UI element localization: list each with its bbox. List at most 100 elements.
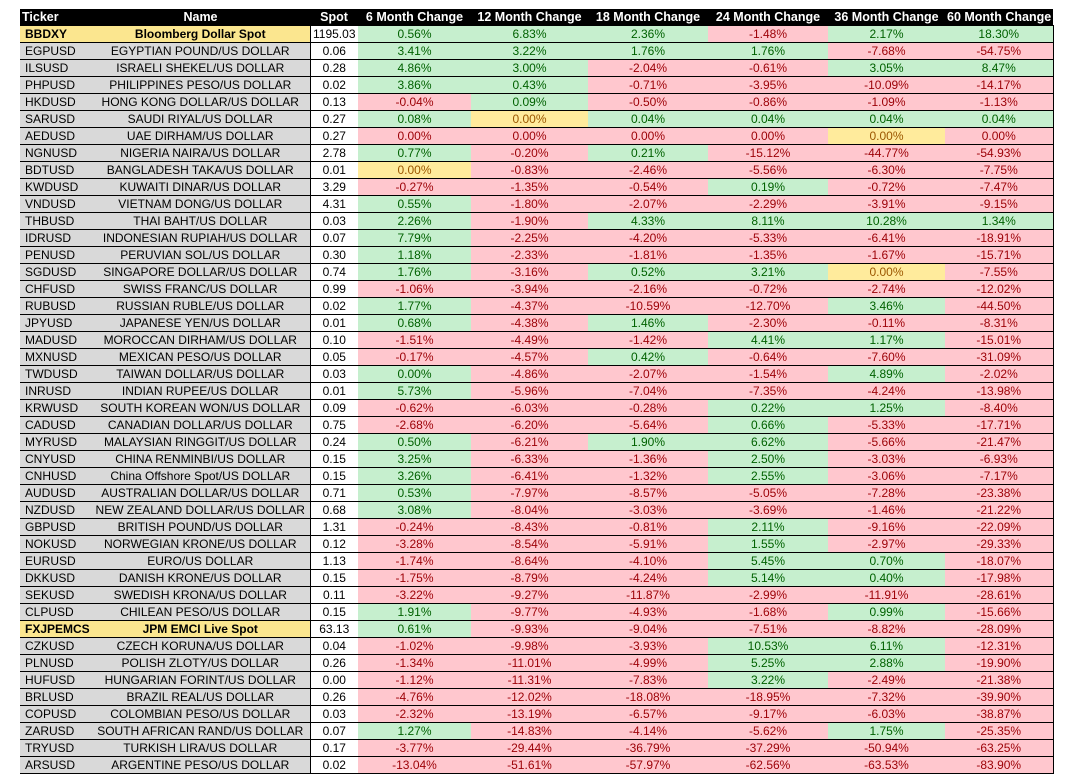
change-60-month-cell[interactable]: -7.47% bbox=[945, 178, 1054, 196]
change-18-month-cell[interactable]: -9.04% bbox=[588, 620, 708, 638]
ticker-cell[interactable]: MADUSD bbox=[20, 331, 91, 349]
change-36-month-cell[interactable]: 0.00% bbox=[828, 127, 945, 145]
change-6-month-cell[interactable]: -3.77% bbox=[358, 739, 471, 757]
header-60-month-change[interactable]: 60 Month Change bbox=[945, 9, 1053, 26]
name-cell[interactable]: TAIWAN DOLLAR/US DOLLAR bbox=[91, 365, 310, 383]
name-cell[interactable]: EGYPTIAN POUND/US DOLLAR bbox=[91, 42, 310, 60]
change-24-month-cell[interactable]: -2.29% bbox=[708, 195, 828, 213]
ticker-cell[interactable]: HUFUSD bbox=[20, 671, 91, 689]
ticker-cell[interactable]: AEDUSD bbox=[20, 127, 91, 145]
change-24-month-cell[interactable]: 3.21% bbox=[708, 263, 828, 281]
change-60-month-cell[interactable]: -29.33% bbox=[945, 535, 1054, 553]
change-18-month-cell[interactable]: -7.04% bbox=[588, 382, 708, 400]
change-6-month-cell[interactable]: -0.62% bbox=[358, 399, 471, 417]
change-60-month-cell[interactable]: -28.09% bbox=[945, 620, 1054, 638]
change-60-month-cell[interactable]: -23.38% bbox=[945, 484, 1054, 502]
change-60-month-cell[interactable]: -6.93% bbox=[945, 450, 1054, 468]
change-24-month-cell[interactable]: 0.19% bbox=[708, 178, 828, 196]
change-18-month-cell[interactable]: -36.79% bbox=[588, 739, 708, 757]
change-60-month-cell[interactable]: -7.55% bbox=[945, 263, 1054, 281]
change-60-month-cell[interactable]: -9.15% bbox=[945, 195, 1054, 213]
change-36-month-cell[interactable]: 0.04% bbox=[828, 110, 945, 128]
change-18-month-cell[interactable]: -2.04% bbox=[588, 59, 708, 77]
ticker-cell[interactable]: KWDUSD bbox=[20, 178, 91, 196]
change-24-month-cell[interactable]: -1.54% bbox=[708, 365, 828, 383]
change-24-month-cell[interactable]: -1.35% bbox=[708, 246, 828, 264]
change-18-month-cell[interactable]: -4.93% bbox=[588, 603, 708, 621]
change-24-month-cell[interactable]: -7.35% bbox=[708, 382, 828, 400]
change-36-month-cell[interactable]: -6.30% bbox=[828, 161, 945, 179]
change-36-month-cell[interactable]: 3.05% bbox=[828, 59, 945, 77]
change-6-month-cell[interactable]: 3.86% bbox=[358, 76, 471, 94]
ticker-cell[interactable]: PLNUSD bbox=[20, 654, 91, 672]
ticker-cell[interactable]: MXNUSD bbox=[20, 348, 91, 366]
change-24-month-cell[interactable]: -1.48% bbox=[708, 25, 828, 43]
change-6-month-cell[interactable]: -0.27% bbox=[358, 178, 471, 196]
ticker-cell[interactable]: ZARUSD bbox=[20, 722, 91, 740]
change-24-month-cell[interactable]: 4.41% bbox=[708, 331, 828, 349]
change-18-month-cell[interactable]: -1.32% bbox=[588, 467, 708, 485]
change-36-month-cell[interactable]: -3.06% bbox=[828, 467, 945, 485]
spot-cell[interactable]: 0.01 bbox=[309, 382, 358, 400]
change-6-month-cell[interactable]: -2.68% bbox=[358, 416, 471, 434]
change-36-month-cell[interactable]: -5.33% bbox=[828, 416, 945, 434]
spot-cell[interactable]: 0.03 bbox=[309, 212, 358, 230]
change-18-month-cell[interactable]: -4.24% bbox=[588, 569, 708, 587]
change-36-month-cell[interactable]: -7.32% bbox=[828, 688, 945, 706]
name-cell[interactable]: UAE DIRHAM/US DOLLAR bbox=[91, 127, 310, 145]
change-36-month-cell[interactable]: -1.09% bbox=[828, 93, 945, 111]
change-6-month-cell[interactable]: -1.75% bbox=[358, 569, 471, 587]
ticker-cell[interactable]: PENUSD bbox=[20, 246, 91, 264]
change-6-month-cell[interactable]: 0.00% bbox=[358, 127, 471, 145]
change-6-month-cell[interactable]: -13.04% bbox=[358, 756, 471, 774]
name-cell[interactable]: BRAZIL REAL/US DOLLAR bbox=[91, 688, 310, 706]
name-cell[interactable]: PHILIPPINES PESO/US DOLLAR bbox=[91, 76, 310, 94]
ticker-cell[interactable]: TRYUSD bbox=[20, 739, 91, 757]
change-24-month-cell[interactable]: -5.56% bbox=[708, 161, 828, 179]
ticker-cell[interactable]: EGPUSD bbox=[20, 42, 91, 60]
ticker-cell[interactable]: MYRUSD bbox=[20, 433, 91, 451]
spot-cell[interactable]: 0.75 bbox=[309, 416, 358, 434]
change-18-month-cell[interactable]: -3.93% bbox=[588, 637, 708, 655]
header-spot[interactable]: Spot bbox=[310, 9, 358, 26]
spot-cell[interactable]: 0.15 bbox=[309, 450, 358, 468]
change-18-month-cell[interactable]: -5.64% bbox=[588, 416, 708, 434]
change-12-month-cell[interactable]: -2.33% bbox=[471, 246, 588, 264]
change-24-month-cell[interactable]: 5.14% bbox=[708, 569, 828, 587]
change-18-month-cell[interactable]: -1.36% bbox=[588, 450, 708, 468]
ticker-cell[interactable]: JPYUSD bbox=[20, 314, 91, 332]
change-24-month-cell[interactable]: 0.22% bbox=[708, 399, 828, 417]
change-24-month-cell[interactable]: -18.95% bbox=[708, 688, 828, 706]
spot-cell[interactable]: 1195.03 bbox=[309, 25, 358, 43]
change-12-month-cell[interactable]: -3.94% bbox=[471, 280, 588, 298]
change-60-month-cell[interactable]: -21.38% bbox=[945, 671, 1054, 689]
name-cell[interactable]: THAI BAHT/US DOLLAR bbox=[91, 212, 310, 230]
spot-cell[interactable]: 4.31 bbox=[309, 195, 358, 213]
name-cell[interactable]: JAPANESE YEN/US DOLLAR bbox=[91, 314, 310, 332]
change-60-month-cell[interactable]: -17.98% bbox=[945, 569, 1054, 587]
change-12-month-cell[interactable]: -4.37% bbox=[471, 297, 588, 315]
ticker-cell[interactable]: AUDUSD bbox=[20, 484, 91, 502]
name-cell[interactable]: NEW ZEALAND DOLLAR/US DOLLAR bbox=[91, 501, 310, 519]
change-24-month-cell[interactable]: -0.72% bbox=[708, 280, 828, 298]
change-36-month-cell[interactable]: -4.24% bbox=[828, 382, 945, 400]
change-60-month-cell[interactable]: -25.35% bbox=[945, 722, 1054, 740]
change-36-month-cell[interactable]: 10.28% bbox=[828, 212, 945, 230]
change-36-month-cell[interactable]: -2.97% bbox=[828, 535, 945, 553]
change-6-month-cell[interactable]: 1.76% bbox=[358, 263, 471, 281]
name-cell[interactable]: Bloomberg Dollar Spot bbox=[91, 25, 310, 43]
change-24-month-cell[interactable]: 1.55% bbox=[708, 535, 828, 553]
change-12-month-cell[interactable]: -3.16% bbox=[471, 263, 588, 281]
name-cell[interactable]: PERUVIAN SOL/US DOLLAR bbox=[91, 246, 310, 264]
change-18-month-cell[interactable]: -10.59% bbox=[588, 297, 708, 315]
header-24-month-change[interactable]: 24 Month Change bbox=[708, 9, 828, 26]
change-36-month-cell[interactable]: -2.74% bbox=[828, 280, 945, 298]
change-12-month-cell[interactable]: -0.20% bbox=[471, 144, 588, 162]
change-12-month-cell[interactable]: -14.83% bbox=[471, 722, 588, 740]
spot-cell[interactable]: 0.15 bbox=[309, 569, 358, 587]
header-name[interactable]: Name bbox=[91, 9, 310, 26]
name-cell[interactable]: INDONESIAN RUPIAH/US DOLLAR bbox=[91, 229, 310, 247]
change-6-month-cell[interactable]: 0.68% bbox=[358, 314, 471, 332]
change-24-month-cell[interactable]: 3.22% bbox=[708, 671, 828, 689]
change-6-month-cell[interactable]: -1.51% bbox=[358, 331, 471, 349]
